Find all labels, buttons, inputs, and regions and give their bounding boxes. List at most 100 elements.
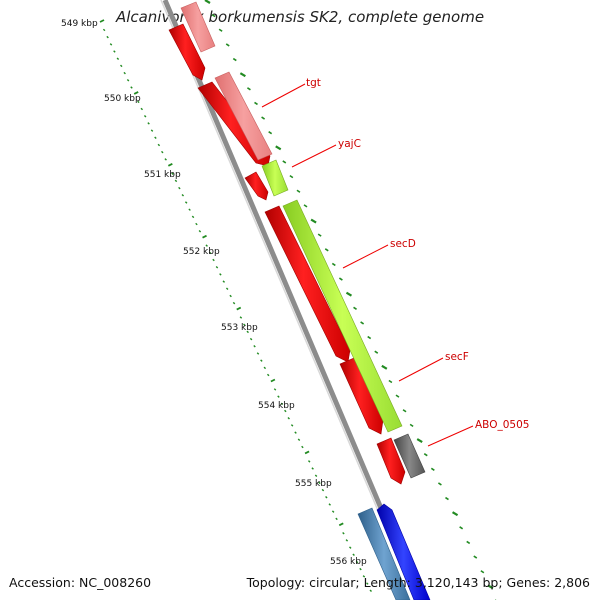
cds-feature[interactable] <box>339 357 384 435</box>
outer-tick <box>437 482 442 486</box>
outer-tick <box>388 379 393 384</box>
outer-tick <box>296 189 301 193</box>
cds-feature[interactable] <box>393 433 426 479</box>
gene-label-secf[interactable]: secF <box>445 351 469 363</box>
scale-dot <box>297 438 301 442</box>
outer-tick <box>289 174 294 179</box>
scale-dot <box>126 79 130 82</box>
scale-dot <box>178 186 181 190</box>
scale-dot <box>266 373 270 377</box>
cds-feature[interactable] <box>376 437 406 485</box>
scale-dot <box>239 316 243 319</box>
scale-dot <box>133 91 139 95</box>
genome-summary-text: Topology: circular; Length: 3,120,143 bp… <box>246 575 590 590</box>
scale-dot <box>256 352 260 355</box>
gene-label-abo0505[interactable]: ABO_0505 <box>475 419 529 431</box>
outer-tick <box>487 584 494 590</box>
outer-tick <box>218 28 223 32</box>
gene-label-secd[interactable]: secD <box>390 238 416 250</box>
outer-tick <box>261 116 266 120</box>
scale-dot <box>325 496 328 499</box>
scale-dots <box>99 19 372 592</box>
scale-dot <box>195 222 198 226</box>
cds-feature[interactable] <box>376 503 431 600</box>
scale-dot <box>106 35 109 39</box>
cds-feature[interactable] <box>214 71 273 161</box>
scale-dot <box>167 162 173 167</box>
outer-tick <box>275 145 282 151</box>
scale-dot <box>348 546 352 549</box>
outer-tick <box>395 394 400 398</box>
scale-dot <box>362 575 366 578</box>
scale-dot <box>366 582 369 585</box>
outer-tick <box>239 72 246 78</box>
scale-dot <box>147 122 150 125</box>
outer-tick <box>268 131 273 135</box>
cds-track-forward[interactable] <box>180 1 431 600</box>
outer-tick <box>331 262 336 267</box>
scale-dot <box>311 467 314 470</box>
scale-dot <box>143 114 147 118</box>
scale-dot <box>304 450 310 455</box>
gene-label-tgt[interactable]: tgt <box>306 77 321 89</box>
outer-tick <box>282 160 287 164</box>
outer-tick <box>381 364 388 370</box>
outer-tick <box>338 277 343 281</box>
scale-dot <box>205 244 208 247</box>
cds-feature[interactable] <box>168 23 206 81</box>
scale-dot <box>222 280 226 283</box>
outer-tick <box>225 43 230 47</box>
scale-dot <box>249 337 253 341</box>
scale-dot <box>335 517 338 521</box>
outer-tick <box>204 0 211 4</box>
scale-dot <box>109 43 113 46</box>
scale-dot <box>314 474 318 477</box>
gene-labels[interactable]: tgt yajC secD secF ABO_0505 <box>306 77 529 431</box>
scale-dot <box>184 201 188 204</box>
tick-label: 556 kbp <box>330 557 367 567</box>
outer-tick <box>254 101 258 106</box>
scale-dot <box>188 208 191 211</box>
scale-dot <box>273 388 277 391</box>
scale-dot <box>369 589 372 592</box>
outer-tick <box>459 526 464 530</box>
outer-tick <box>451 511 459 517</box>
gene-label-yajc[interactable]: yajC <box>338 138 361 150</box>
cds-feature[interactable] <box>244 171 269 201</box>
outer-tick <box>310 218 317 224</box>
scale-dot <box>225 287 229 291</box>
scale-dot <box>202 234 207 239</box>
outer-tick <box>466 540 471 545</box>
cds-feature[interactable] <box>264 205 351 363</box>
scale-dot <box>219 273 222 276</box>
scale-dot <box>116 57 120 60</box>
scale-dot <box>164 158 167 161</box>
scale-dot <box>174 179 178 183</box>
accession-text: Accession: NC_008260 <box>9 575 152 590</box>
outer-tick <box>430 467 435 471</box>
scale-dot <box>236 306 242 311</box>
scale-dot <box>280 402 284 406</box>
scale-dot <box>290 424 294 427</box>
cds-feature[interactable] <box>261 159 289 197</box>
outer-tick <box>353 306 357 310</box>
outer-tick <box>360 321 365 325</box>
scale-dot <box>191 215 195 219</box>
cds-feature[interactable] <box>180 1 216 53</box>
map-title: Alcanivorax borkumensis SK2, complete ge… <box>115 8 485 26</box>
scale-dot <box>161 150 164 154</box>
scale-dot <box>345 539 349 542</box>
scale-dot <box>150 129 154 132</box>
outer-tick <box>211 13 216 18</box>
scale-dot <box>243 323 246 326</box>
cds-feature[interactable] <box>282 199 403 433</box>
scale-dot <box>263 366 267 370</box>
kbp-tick-labels: 549 kbp 550 kbp 551 kbp 552 kbp 553 kbp … <box>61 19 367 567</box>
cds-feature[interactable] <box>357 507 411 600</box>
scale-dot <box>246 330 249 334</box>
scale-dot <box>208 251 212 255</box>
outer-tick <box>246 87 251 91</box>
outer-tick <box>374 350 379 354</box>
scale-dot <box>260 359 263 362</box>
